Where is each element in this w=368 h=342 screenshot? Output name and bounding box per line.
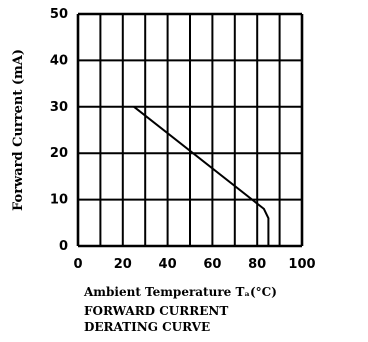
x-tick-label: 40 (159, 257, 177, 272)
data-point (267, 217, 270, 219)
data-point (263, 208, 265, 210)
y-tick-label: 30 (50, 100, 68, 115)
x-tick-label: 60 (203, 257, 221, 272)
series-line (133, 106, 270, 246)
caption-line-2: DERATING CURVE (84, 320, 210, 334)
y-tick-label: 50 (50, 7, 68, 22)
data-point (267, 245, 270, 247)
y-axis-label: Forward Current (mA) (11, 49, 26, 211)
caption-line-1: FORWARD CURRENT (84, 304, 228, 318)
series-layer (133, 106, 270, 247)
x-tick-label: 80 (248, 257, 266, 272)
y-tick-label: 40 (50, 53, 68, 68)
y-tick-labels: 0 10 20 30 40 50 (50, 7, 68, 254)
x-tick-labels: 0 20 40 60 80 100 (73, 257, 315, 272)
x-tick-label: 20 (114, 257, 132, 272)
data-point (133, 106, 135, 108)
grid (76, 12, 304, 248)
x-axis-label: Ambient Temperature Tₐ(°C) (83, 285, 277, 299)
y-tick-label: 20 (50, 146, 68, 161)
x-tick-label: 100 (288, 257, 315, 272)
y-tick-label: 10 (50, 193, 68, 208)
x-tick-label: 0 (73, 257, 82, 272)
y-tick-label: 0 (59, 239, 68, 254)
